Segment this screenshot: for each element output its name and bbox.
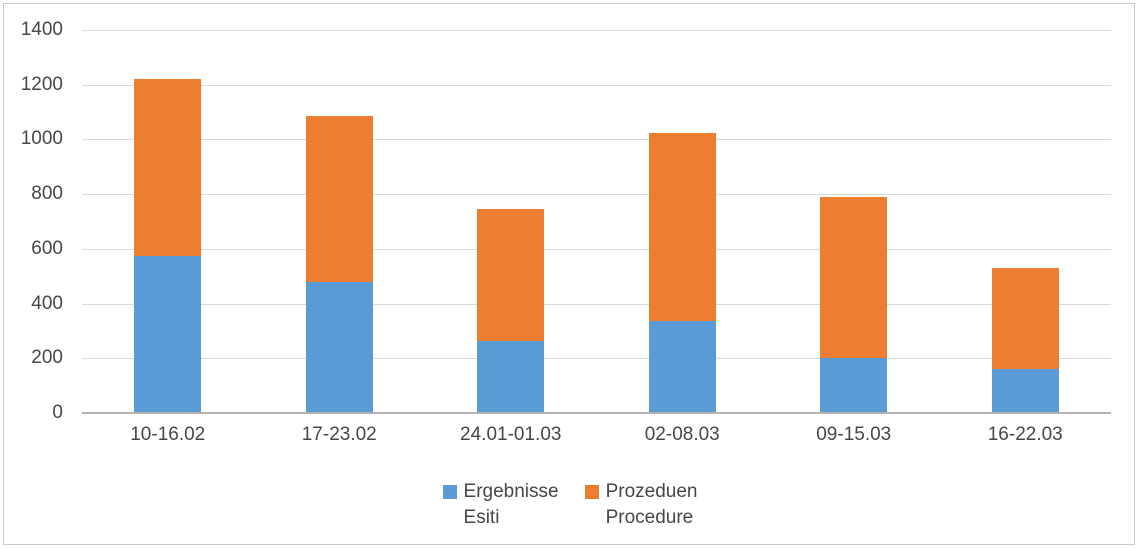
- bar-slot-5: [940, 30, 1112, 413]
- x-category-label-0: 10-16.02: [130, 424, 206, 445]
- bar-segment-ergebnisse-3: [648, 321, 716, 413]
- legend-item-prozeduen: Prozeduen Procedure: [584, 479, 698, 531]
- x-category-label-2: 24.01-01.03: [460, 424, 562, 445]
- bar-segment-prozeduen-1: [305, 116, 373, 282]
- x-axis-category-labels: 10-16.02 17-23.02 24.01-01.03 02-08.03 09-15…: [82, 424, 1111, 446]
- gridline-600: [82, 248, 1111, 250]
- gridline-1200: [82, 84, 1111, 86]
- y-tick-label-1000: 1000: [20, 128, 63, 150]
- legend-item-ergebnisse: Ergebnisse Esiti: [442, 479, 559, 531]
- bar-segment-prozeduen-5: [991, 268, 1059, 370]
- bar-segment-prozeduen-2: [477, 209, 545, 341]
- bar-slot-2: [425, 30, 597, 413]
- bar-segment-ergebnisse-1: [305, 281, 373, 413]
- x-category-label-4: 09-15.03: [816, 424, 892, 445]
- gridline-1400: [82, 30, 1111, 31]
- plot-area: [82, 30, 1111, 414]
- y-tick-label-600: 600: [31, 237, 63, 259]
- y-tick-label-0: 0: [52, 402, 63, 423]
- bar-segment-prozeduen-0: [134, 79, 202, 256]
- legend-label-line: Procedure: [605, 507, 694, 528]
- legend-label-line: Ergebnisse: [463, 481, 559, 502]
- bar-segment-ergebnisse-2: [477, 340, 545, 413]
- x-category-label-1: 17-23.02: [301, 424, 377, 445]
- legend-label: Ergebnisse Esiti: [464, 479, 559, 531]
- legend-label-line: Esiti: [463, 507, 500, 528]
- bar-09-15.03: [820, 196, 888, 413]
- x-category-label-3: 02-08.03: [644, 424, 720, 445]
- y-tick-label-400: 400: [31, 292, 63, 314]
- bar-segment-prozeduen-3: [648, 132, 716, 322]
- legend-label-line: Prozeduen: [605, 481, 698, 502]
- y-tick-label-1400: 1400: [20, 19, 63, 40]
- y-tick-label-1200: 1200: [20, 73, 63, 95]
- gridline-400: [82, 303, 1111, 305]
- legend-swatch-icon: [442, 485, 457, 499]
- bar-segment-ergebnisse-5: [991, 369, 1059, 413]
- bar-slot-0: [82, 30, 254, 413]
- bar-24.01-01.03: [477, 209, 545, 413]
- bar-10-16.02: [134, 79, 202, 413]
- chart-legend: Ergebnisse Esiti Prozeduen Procedure: [0, 479, 1140, 531]
- bar-segment-prozeduen-4: [820, 196, 888, 359]
- legend-swatch-icon: [584, 485, 599, 499]
- bar-slot-3: [597, 30, 769, 413]
- gridline-800: [82, 194, 1111, 196]
- bar-16-22.03: [991, 268, 1059, 413]
- gridline-1000: [82, 139, 1111, 141]
- x-category-label-5: 16-22.03: [987, 424, 1063, 445]
- y-tick-label-800: 800: [31, 183, 63, 205]
- bar-segment-ergebnisse-4: [820, 358, 888, 413]
- bar-02-08.03: [648, 132, 716, 413]
- bar-slot-4: [768, 30, 940, 413]
- gridline-200: [82, 358, 1111, 360]
- bar-17-23.02: [305, 116, 373, 413]
- legend-label: Prozeduen Procedure: [606, 479, 698, 531]
- bar-slot-1: [254, 30, 426, 413]
- bar-segment-ergebnisse-0: [134, 255, 202, 413]
- y-tick-label-200: 200: [31, 347, 63, 369]
- x-axis-line: [82, 412, 1111, 414]
- bars: [82, 30, 1111, 413]
